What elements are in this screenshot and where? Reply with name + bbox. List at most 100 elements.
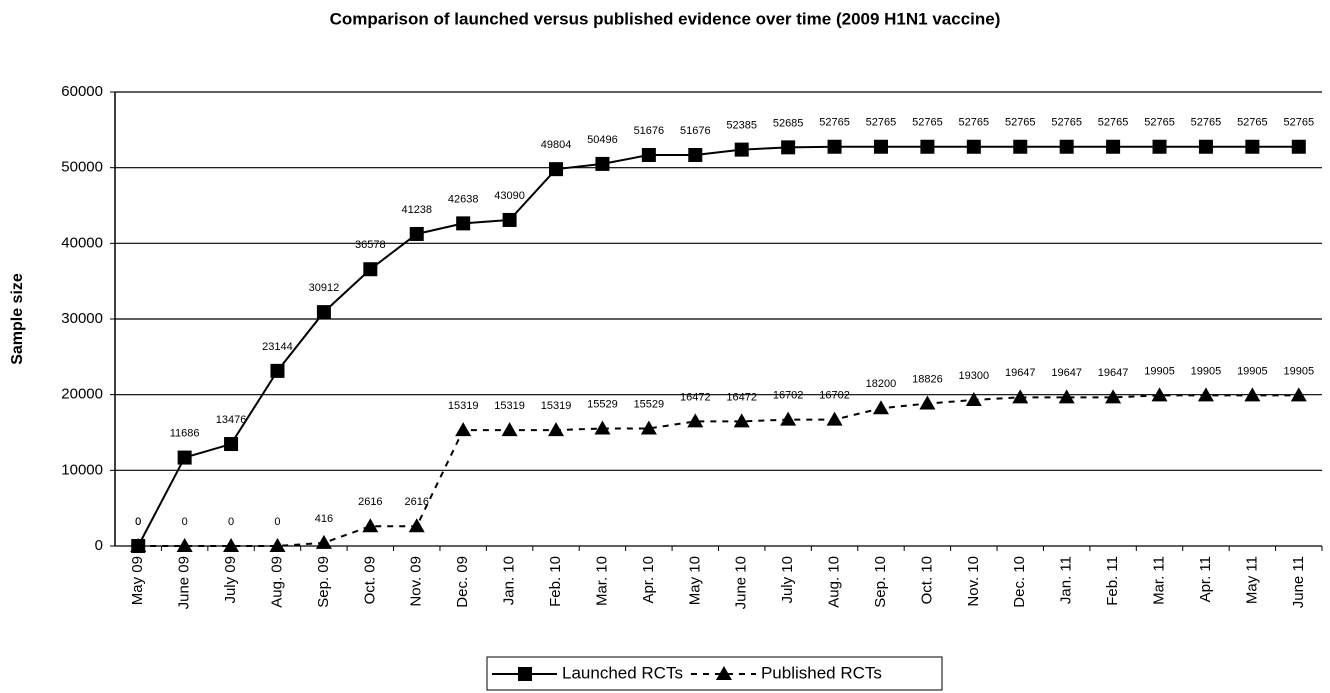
data-label: 11686 — [170, 427, 200, 439]
x-tick-label: Jan. 11 — [1058, 556, 1075, 604]
data-label: 43090 — [494, 190, 525, 202]
y-tick-label: 40000 — [61, 234, 103, 251]
data-label: 13476 — [216, 414, 247, 426]
data-label: 52765 — [1144, 117, 1175, 129]
data-label: 15319 — [448, 400, 479, 412]
x-tick-label: Sep. 09 — [315, 556, 332, 608]
data-label: 0 — [135, 516, 141, 528]
x-tick-label: Aug. 09 — [268, 556, 285, 608]
x-tick-label: June 11 — [1290, 556, 1307, 608]
x-tick-label: Apr. 11 — [1197, 556, 1214, 602]
marker — [826, 411, 843, 426]
marker — [734, 142, 749, 157]
data-label: 19647 — [1051, 367, 1082, 379]
x-tick-label: Oct. 10 — [918, 556, 935, 604]
x-tick-label: Mar. 11 — [1150, 556, 1167, 605]
x-tick-label: Dec. 09 — [454, 556, 471, 608]
marker — [502, 212, 517, 227]
series-line — [138, 394, 1299, 547]
x-tick-label: May 09 — [129, 556, 146, 605]
data-label: 416 — [315, 513, 333, 525]
data-label: 15319 — [494, 400, 525, 412]
marker — [176, 538, 193, 552]
marker — [130, 538, 147, 552]
data-label: 16472 — [680, 391, 711, 403]
data-label: 49804 — [541, 139, 572, 151]
x-tick-label: July 09 — [222, 556, 239, 604]
marker — [1290, 387, 1307, 402]
data-label: 15319 — [541, 400, 572, 412]
marker — [595, 156, 610, 171]
data-label: 50496 — [587, 134, 618, 146]
y-tick-label: 50000 — [61, 159, 103, 176]
marker — [641, 147, 656, 162]
x-tick-label: June 10 — [733, 556, 750, 609]
data-label: 41238 — [401, 204, 432, 216]
y-tick-label: 30000 — [61, 310, 103, 327]
data-label: 52765 — [1051, 117, 1082, 129]
marker — [687, 413, 704, 428]
chart-title: Comparison of launched versus published … — [330, 9, 1001, 28]
marker — [1291, 139, 1306, 154]
data-label: 52765 — [866, 117, 897, 129]
marker — [362, 518, 379, 533]
data-label: 36578 — [355, 239, 386, 251]
data-label: 30912 — [309, 282, 340, 294]
legend-label: Launched RCTs — [562, 663, 683, 682]
data-label: 19905 — [1144, 365, 1175, 377]
data-label: 52765 — [819, 117, 850, 129]
data-label: 16702 — [819, 390, 850, 402]
x-tick-label: Nov. 10 — [965, 556, 982, 607]
marker — [965, 391, 982, 406]
marker — [872, 400, 889, 415]
marker — [1106, 139, 1121, 154]
marker — [1197, 387, 1214, 402]
x-tick-label: Apr. 10 — [640, 556, 657, 604]
marker — [919, 395, 936, 410]
marker — [966, 139, 981, 154]
marker — [780, 411, 797, 426]
x-tick-label: Sep. 10 — [872, 556, 889, 608]
marker — [873, 139, 888, 154]
legend-label: Published RCTs — [761, 663, 882, 682]
marker — [1245, 139, 1260, 154]
x-tick-label: July 10 — [779, 556, 796, 604]
marker — [827, 139, 842, 154]
marker — [781, 140, 796, 155]
x-tick-label: Feb. 11 — [1104, 556, 1121, 606]
marker — [1059, 139, 1074, 154]
data-label: 52765 — [1098, 117, 1129, 129]
marker — [224, 437, 239, 452]
data-label: 42638 — [448, 193, 479, 205]
y-axis-label: Sample size — [9, 273, 26, 365]
data-label: 19647 — [1098, 367, 1129, 379]
marker — [548, 422, 565, 437]
data-label: 19647 — [1005, 367, 1036, 379]
legend-marker — [518, 667, 532, 681]
marker — [1105, 389, 1122, 404]
marker — [549, 162, 564, 177]
data-label: 2616 — [405, 496, 429, 508]
marker — [640, 420, 657, 435]
marker — [455, 422, 472, 437]
x-tick-label: May 11 — [1243, 556, 1260, 604]
marker — [315, 534, 332, 549]
marker — [269, 538, 286, 552]
x-tick-label: May 10 — [686, 556, 703, 605]
data-label: 16472 — [726, 391, 757, 403]
marker — [501, 422, 518, 437]
data-label: 15529 — [634, 398, 665, 410]
marker — [1152, 139, 1167, 154]
marker — [223, 538, 240, 552]
marker — [1013, 139, 1028, 154]
data-label: 15529 — [587, 398, 618, 410]
x-tick-label: Feb. 10 — [547, 556, 564, 607]
y-tick-label: 10000 — [61, 461, 103, 478]
data-label: 52765 — [1191, 117, 1222, 129]
x-tick-label: Aug. 10 — [826, 556, 843, 608]
marker — [408, 518, 425, 533]
marker — [733, 413, 750, 428]
marker — [1058, 389, 1075, 404]
data-label: 2616 — [358, 496, 382, 508]
